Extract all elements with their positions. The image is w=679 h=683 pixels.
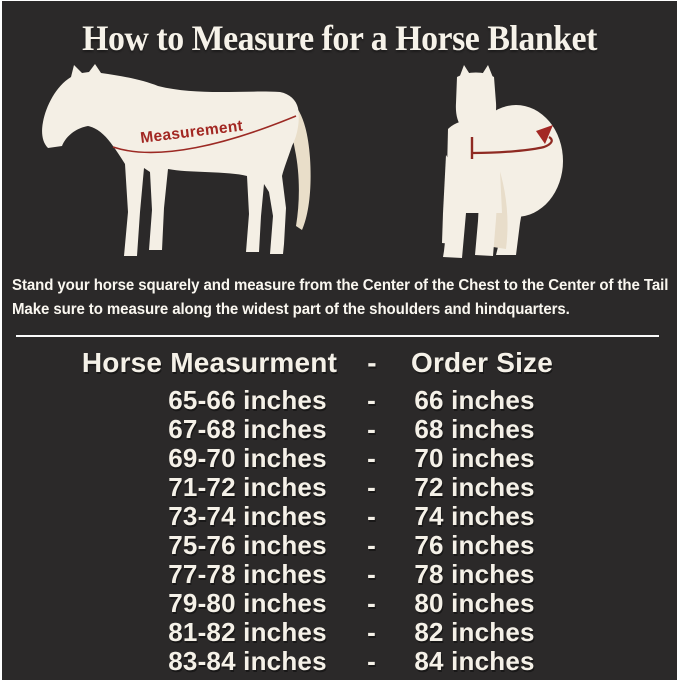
instructions-line-1: Stand your horse squarely and measure fr… [12,277,669,294]
separator-cell: - [367,443,376,473]
side-horse-tail [281,100,311,230]
header-separator: - [367,347,377,378]
instructions-line-2: Make sure to measure along the widest pa… [12,301,570,318]
header-order-size: Order Size [410,347,554,378]
order-size-cell: 80 inches [414,588,535,618]
separator-cell: - [367,530,376,560]
size-chart: 65-66 inches - 66 inches 67-68 inches - … [2,386,677,676]
front-measure-line [471,136,553,155]
measurement-cell: 71-72 inches [168,472,327,502]
measurement-cell: 77-78 inches [168,559,327,589]
order-size-cell: 84 inches [414,646,535,676]
order-size-cell: 68 inches [414,414,535,444]
table-row: 83-84 inches - 84 inches [13,647,679,676]
size-chart-header: Horse Measurment - Order Size [0,345,657,381]
measurement-cell: 75-76 inches [168,530,327,560]
front-horse-head [455,72,497,133]
measurement-arc [112,115,297,154]
order-size-cell: 72 inches [414,472,535,502]
front-measure-arrow-icon [536,125,553,144]
order-size-cell: 70 inches [414,443,535,473]
table-row: 67-68 inches - 68 inches [13,415,679,444]
front-horse-front-right-leg [475,181,498,256]
separator-cell: - [367,385,376,415]
order-size-cell: 66 inches [414,385,535,415]
table-row: 73-74 inches - 74 inches [13,502,679,531]
separator-cell: - [367,617,376,647]
separator-cell: - [367,588,376,618]
table-row: 65-66 inches - 66 inches [13,386,679,415]
side-horse-figure: Measurement [42,64,311,256]
order-size-cell: 74 inches [414,501,535,531]
front-horse-figure [442,65,563,258]
separator-cell: - [367,559,376,589]
table-row: 77-78 inches - 78 inches [13,560,679,589]
instructions-text: Stand your horse squarely and measure fr… [12,274,669,322]
side-horse-body [42,64,299,256]
table-row: 71-72 inches - 72 inches [13,473,679,502]
order-size-cell: 78 inches [414,559,535,589]
separator-cell: - [367,414,376,444]
divider-line [16,335,659,337]
separator-cell: - [367,646,376,676]
measurement-cell: 79-80 inches [168,588,327,618]
table-row: 75-76 inches - 76 inches [13,531,679,560]
measurement-cell: 81-82 inches [168,617,327,647]
table-row: 79-80 inches - 80 inches [13,589,679,618]
measurement-cell: 83-84 inches [168,646,327,676]
measurement-cell: 67-68 inches [168,414,327,444]
order-size-cell: 76 inches [414,530,535,560]
order-size-cell: 82 inches [414,617,535,647]
separator-cell: - [367,501,376,531]
front-horse-front-left-leg [443,173,468,258]
header-horse-measurement: Horse Measurment [81,347,338,378]
table-row: 81-82 inches - 82 inches [13,618,679,647]
front-horse-ears [458,65,494,81]
page-title: How to Measure for a Horse Blanket [82,18,597,58]
separator-cell: - [367,472,376,502]
measurement-cell: 69-70 inches [168,443,327,473]
table-row: 69-70 inches - 70 inches [13,444,679,473]
horse-diagrams: Measurement [2,58,677,258]
measurement-cell: 65-66 inches [168,385,327,415]
measurement-cell: 73-74 inches [168,501,327,531]
